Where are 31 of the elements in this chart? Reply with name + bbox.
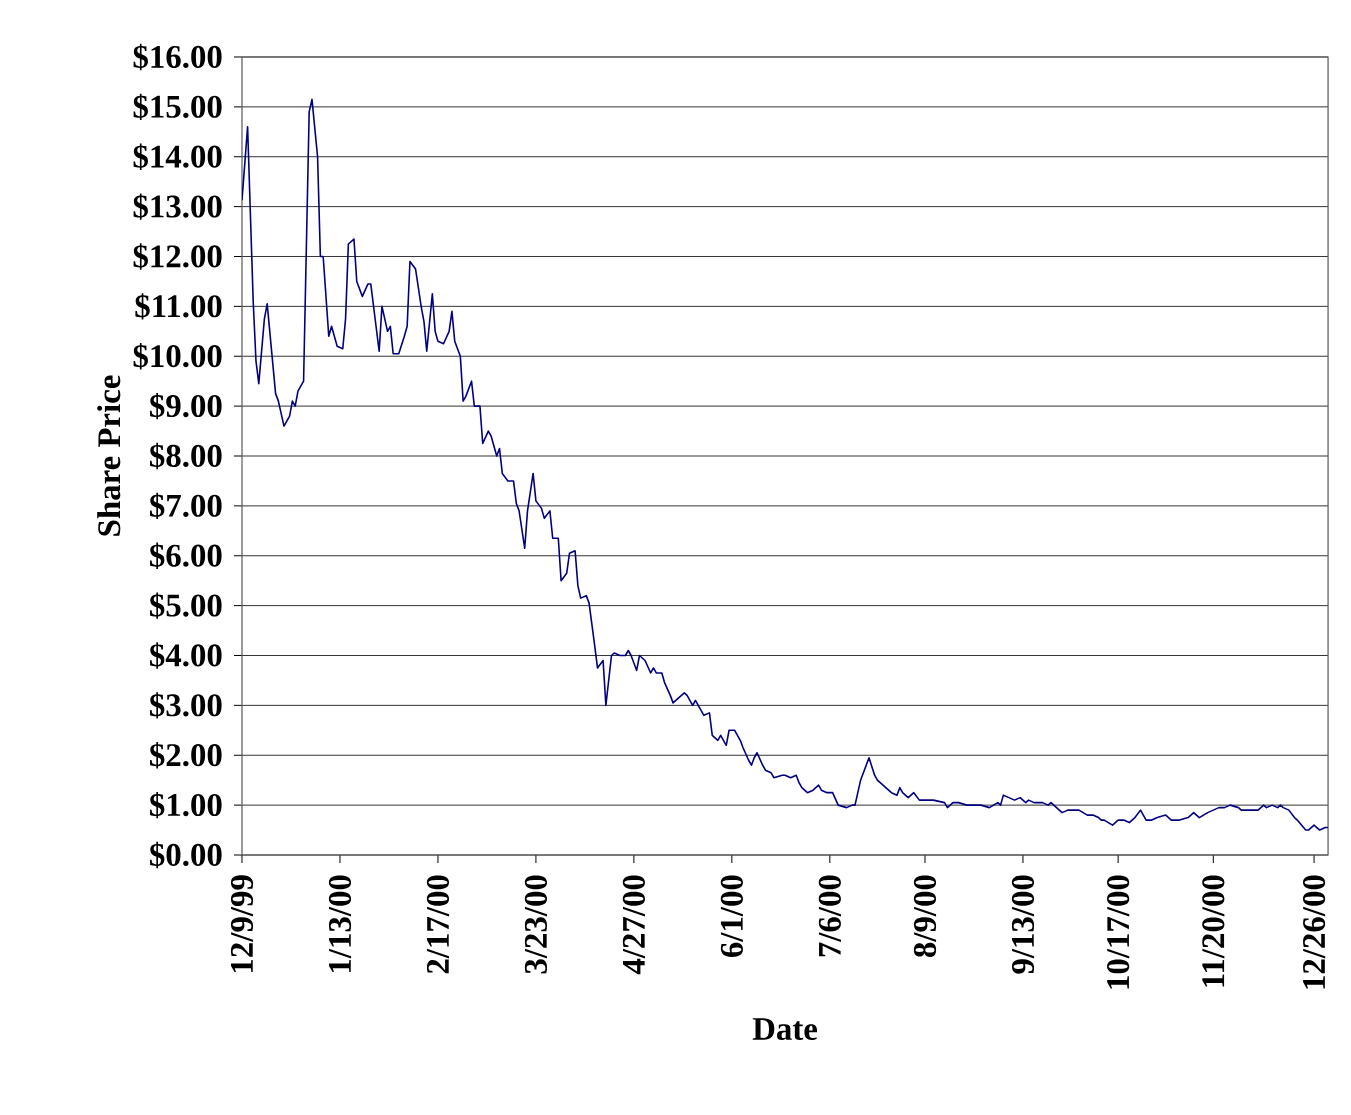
x-tick-label: 11/20/00 — [1202, 875, 1225, 987]
x-tick-label: 12/26/00 — [1302, 875, 1326, 989]
y-tick-label: $11.00 — [135, 293, 222, 320]
x-tick-label: 1/13/00 — [328, 875, 352, 972]
x-tick-label: 4/27/00 — [622, 875, 645, 975]
y-tick-label: $1.00 — [150, 791, 222, 819]
y-tick-label: $3.00 — [150, 692, 222, 719]
y-tick-label: $12.00 — [133, 243, 222, 270]
x-tick-label: 12/9/99 — [230, 875, 254, 972]
y-tick-label: $7.00 — [150, 492, 222, 520]
x-tick-label: 9/13/00 — [1011, 875, 1035, 974]
x-tick-label: 2/17/00 — [426, 875, 450, 974]
y-tick-label: $4.00 — [150, 642, 222, 669]
x-tick-label: 7/6/00 — [818, 875, 841, 957]
x-tick-label: 8/9/00 — [913, 875, 937, 958]
y-axis-title: Share Price — [97, 375, 121, 536]
x-tick-label: 3/23/00 — [524, 875, 548, 974]
y-tick-label: $16.00 — [133, 43, 222, 71]
y-tick-label: $14.00 — [133, 143, 222, 170]
x-tick-label: 6/1/00 — [720, 875, 743, 958]
y-tick-label: $9.00 — [150, 392, 222, 420]
y-tick-label: $8.00 — [150, 442, 222, 470]
y-tick-label: $0.00 — [150, 841, 222, 869]
y-tick-label: $5.00 — [150, 592, 222, 619]
x-axis-title: Date — [752, 1018, 818, 1041]
y-tick-label: $15.00 — [133, 93, 222, 121]
y-tick-label: $10.00 — [133, 343, 222, 370]
y-tick-label: $13.00 — [133, 193, 222, 220]
y-tick-label: $2.00 — [150, 742, 222, 769]
x-tick-label: 10/17/00 — [1107, 875, 1130, 989]
y-tick-label: $6.00 — [150, 542, 222, 569]
